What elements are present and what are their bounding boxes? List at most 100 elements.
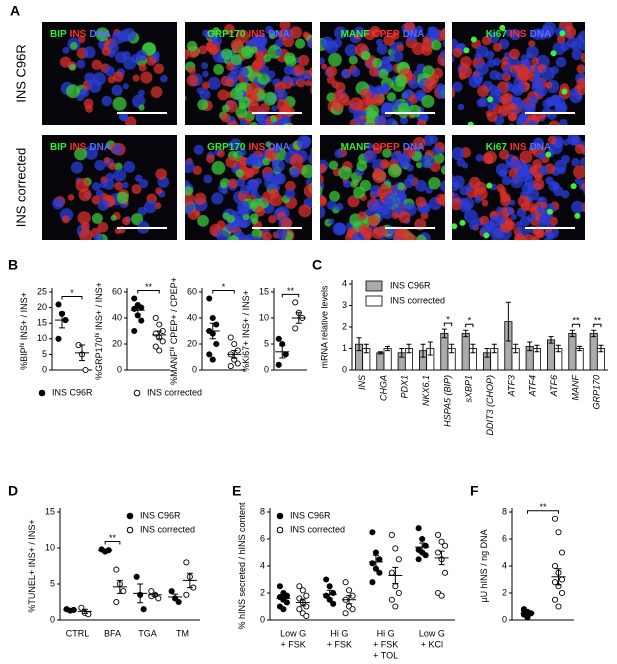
data-point	[435, 531, 442, 539]
significance-bracket	[443, 322, 453, 327]
data-point	[276, 583, 283, 590]
cell	[464, 209, 478, 224]
data-point	[419, 535, 426, 543]
cell	[289, 167, 300, 178]
cell	[244, 167, 255, 179]
channel-label: INS	[70, 142, 87, 153]
data-point	[131, 295, 138, 302]
cell	[590, 169, 602, 181]
cell	[185, 48, 190, 61]
cell	[203, 174, 213, 184]
cell	[238, 96, 251, 109]
cell	[528, 94, 539, 105]
error-bar	[569, 329, 575, 338]
cell	[197, 99, 209, 111]
data-point	[275, 361, 282, 368]
cell	[452, 47, 463, 58]
y-tick-label: 5	[50, 578, 55, 588]
error-bar	[441, 328, 447, 339]
cell	[111, 84, 123, 96]
x-tick-label: + FSK	[373, 639, 398, 649]
cell	[282, 75, 292, 84]
cell	[523, 176, 534, 187]
cell	[230, 38, 244, 52]
bar	[376, 352, 385, 371]
cell	[503, 238, 510, 240]
cell	[235, 106, 248, 119]
y-axis-label-part: hi	[170, 347, 176, 352]
cell	[415, 180, 427, 192]
cell	[257, 72, 270, 85]
cell	[220, 125, 228, 133]
y-tick-label: 0	[342, 364, 347, 374]
cell	[366, 142, 374, 150]
cell	[301, 164, 312, 179]
cell	[452, 81, 463, 93]
cell	[97, 221, 109, 233]
cell	[491, 229, 505, 240]
data-point	[175, 598, 182, 606]
cell	[211, 160, 226, 175]
data-point	[227, 363, 234, 370]
cell	[155, 187, 163, 195]
data-point	[551, 515, 559, 522]
y-axis-label-part: %MANF	[169, 351, 179, 385]
cell	[588, 165, 597, 174]
cell	[550, 66, 559, 75]
cell	[511, 70, 518, 78]
error-bar	[356, 337, 362, 352]
cell	[399, 116, 409, 125]
cell	[579, 157, 585, 168]
data-point	[346, 587, 353, 594]
channel-label: DNA	[403, 29, 425, 40]
error-bar	[81, 608, 88, 615]
cell	[138, 63, 147, 72]
cell	[321, 63, 328, 70]
cell	[254, 34, 268, 48]
cell	[370, 259, 383, 272]
cell	[374, 114, 387, 125]
cell	[289, 153, 304, 168]
data-point	[113, 598, 120, 606]
cell	[498, 127, 505, 134]
data-point	[152, 343, 159, 350]
cell	[331, 99, 344, 112]
cell	[391, 212, 399, 220]
cell	[246, 82, 260, 96]
data-point	[131, 327, 138, 335]
cell	[542, 22, 557, 36]
cell	[186, 74, 199, 87]
error-bar	[172, 593, 179, 601]
cell	[155, 168, 167, 180]
cell	[186, 40, 198, 52]
data-point	[209, 314, 216, 322]
cell	[74, 147, 87, 161]
cell	[302, 31, 309, 38]
channel-label: CPEP	[372, 142, 400, 153]
cell	[249, 122, 259, 125]
cell	[264, 126, 270, 132]
cell	[224, 24, 235, 35]
cell	[385, 118, 399, 125]
cell	[563, 139, 570, 146]
x-tick-label: HSPA5 (BIP)	[442, 375, 452, 427]
cell	[452, 182, 460, 192]
error-bar	[406, 343, 412, 354]
cell	[509, 102, 517, 111]
bar	[461, 333, 470, 371]
cell	[593, 40, 603, 50]
y-tick-label: 60	[112, 286, 122, 296]
x-tick-label: CHGA	[378, 375, 388, 401]
bar	[383, 348, 392, 371]
cell	[598, 178, 610, 190]
error-bar	[372, 554, 379, 570]
y-tick-label: 8	[502, 506, 507, 516]
y-tick-label: 0	[264, 364, 269, 374]
data-point	[395, 556, 402, 563]
data-point	[138, 317, 145, 324]
y-tick-label: 3	[342, 300, 347, 310]
data-point	[558, 549, 566, 556]
cell	[401, 90, 412, 100]
data-point	[280, 606, 287, 613]
cell	[251, 153, 260, 161]
